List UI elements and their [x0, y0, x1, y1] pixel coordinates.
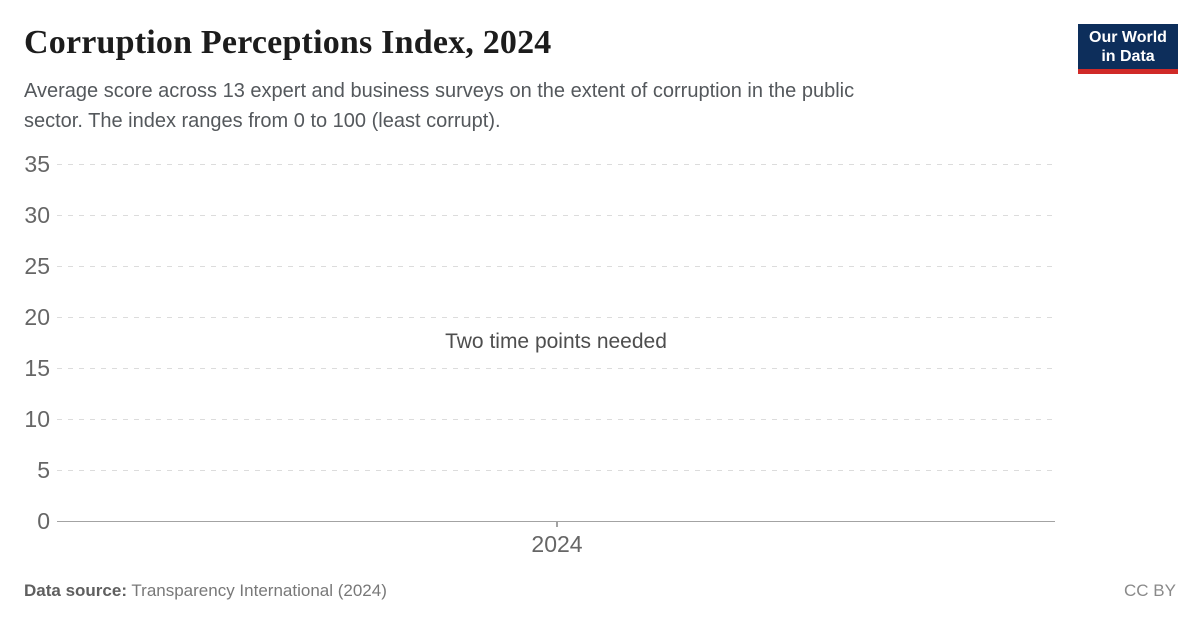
gridline: [57, 419, 1055, 420]
chart-subtitle-line-1: Average score across 13 expert and busin…: [24, 80, 855, 102]
y-axis-tick-label: 0: [37, 508, 50, 534]
y-axis-tick-label: 30: [24, 202, 50, 228]
gridline: [57, 215, 1055, 216]
chart-title: Corruption Perceptions Index, 2024: [24, 24, 552, 61]
y-axis-tick-label: 20: [24, 304, 50, 330]
empty-chart-message: Two time points needed: [445, 330, 667, 353]
owid-logo-line-2: in Data: [1101, 47, 1155, 65]
y-axis-tick-label: 10: [24, 406, 50, 432]
x-axis-tick-mark: [556, 521, 558, 527]
x-axis-tick-label: 2024: [531, 531, 583, 557]
license-badge: CC BY: [1124, 581, 1176, 600]
owid-logo-line-1: Our World: [1089, 28, 1167, 46]
gridline: [57, 164, 1055, 165]
gridline: [57, 470, 1055, 471]
x-axis-line: [57, 521, 1055, 522]
gridline: [57, 368, 1055, 369]
y-axis-tick-label: 15: [24, 355, 50, 381]
data-source-note: Data source: Transparency International …: [24, 581, 387, 601]
data-source-value: Transparency International (2024): [131, 581, 387, 600]
owid-logo: Our World in Data: [1078, 24, 1178, 74]
data-source-label: Data source:: [24, 581, 127, 600]
chart-subtitle: Average score across 13 expert and busin…: [24, 76, 854, 136]
gridline: [57, 266, 1055, 267]
y-axis-tick-label: 35: [24, 151, 50, 177]
gridline: [57, 317, 1055, 318]
chart-subtitle-line-2: sector. The index ranges from 0 to 100 (…: [24, 110, 501, 132]
y-axis-tick-label: 25: [24, 253, 50, 279]
y-axis-tick-label: 5: [37, 457, 50, 483]
